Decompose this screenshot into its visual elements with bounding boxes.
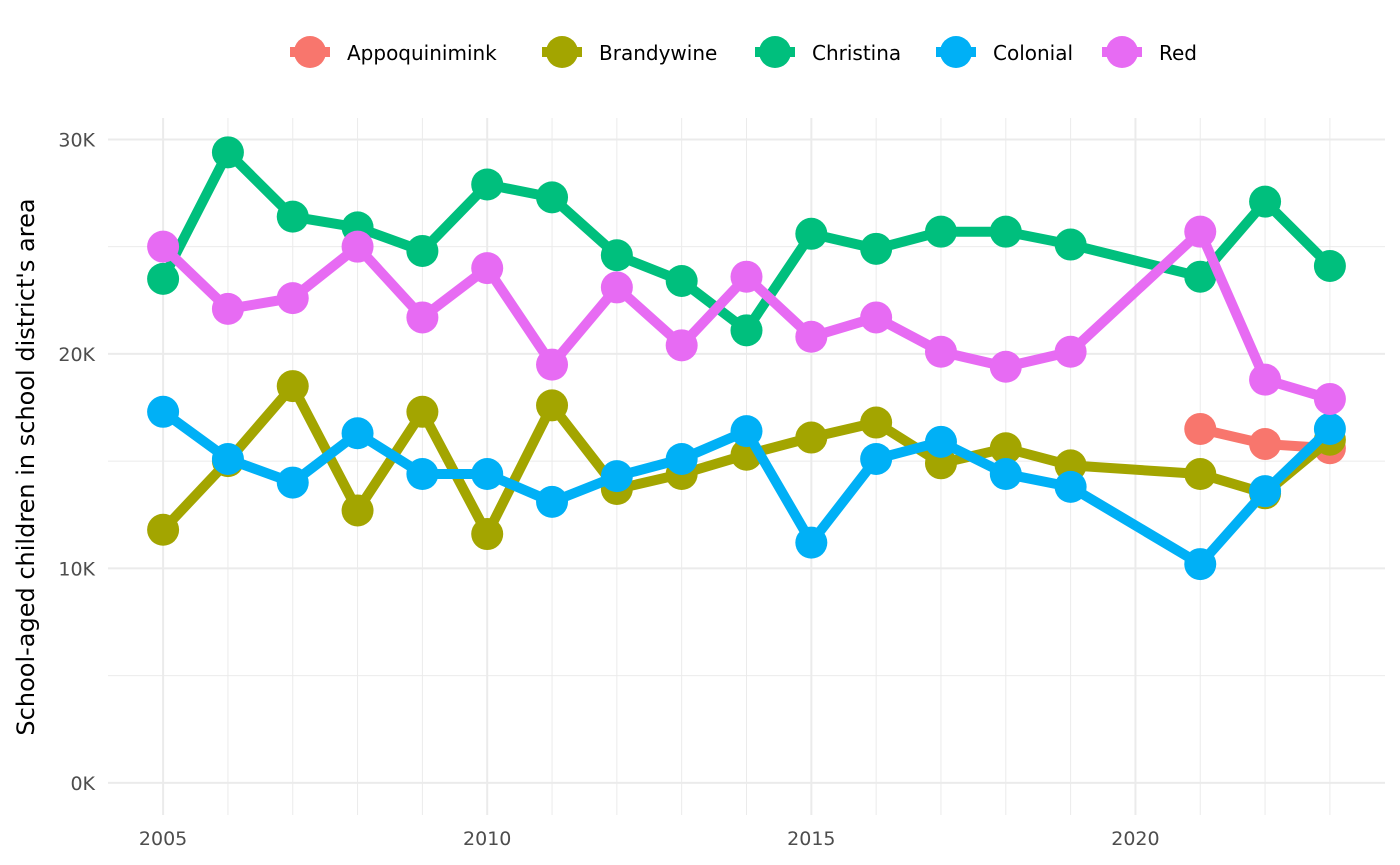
- data-point: [1184, 548, 1217, 581]
- data-point: [211, 136, 244, 169]
- x-tick-label: 2020: [1111, 828, 1159, 850]
- y-tick-label: 10K: [58, 558, 95, 580]
- data-point: [600, 460, 633, 493]
- series-layer: [147, 136, 1346, 581]
- data-point: [665, 442, 698, 475]
- data-point: [989, 432, 1022, 465]
- data-point: [1313, 382, 1346, 415]
- y-axis-tick-labels: 0K 10K 20K 30K: [58, 129, 95, 794]
- data-point: [730, 260, 763, 293]
- data-point: [989, 215, 1022, 248]
- data-point: [471, 252, 504, 285]
- y-axis-title: School-aged children in school district'…: [12, 198, 40, 735]
- data-point: [471, 518, 504, 551]
- data-point: [600, 271, 633, 304]
- data-point: [536, 181, 569, 214]
- legend-label: Appoquinimink: [347, 41, 497, 65]
- data-point: [1054, 228, 1087, 261]
- data-point: [1249, 475, 1282, 508]
- data-point: [406, 234, 439, 267]
- data-point: [1249, 427, 1282, 460]
- data-point: [147, 395, 180, 428]
- data-point: [1249, 185, 1282, 218]
- data-point: [730, 314, 763, 347]
- data-point: [989, 458, 1022, 491]
- series-red: [147, 215, 1346, 415]
- x-tick-label: 2005: [139, 828, 187, 850]
- data-point: [147, 230, 180, 263]
- legend: Appoquinimink Brandywine Christina Colonial…: [290, 36, 1197, 68]
- legend-label: Christina: [812, 41, 901, 65]
- data-point: [1313, 249, 1346, 282]
- data-point: [406, 458, 439, 491]
- data-point: [1313, 412, 1346, 445]
- data-point: [1184, 260, 1217, 293]
- data-point: [860, 232, 893, 265]
- data-point: [600, 239, 633, 272]
- data-point: [795, 421, 828, 454]
- data-point: [406, 395, 439, 428]
- legend-item-colonial: Colonial: [936, 36, 1073, 68]
- data-point: [147, 262, 180, 295]
- legend-key-point: [940, 36, 972, 68]
- data-point: [1249, 363, 1282, 396]
- data-point: [860, 301, 893, 334]
- y-tick-label: 30K: [58, 129, 95, 151]
- data-point: [276, 200, 309, 233]
- data-point: [665, 264, 698, 297]
- data-point: [276, 282, 309, 315]
- legend-key-point: [759, 36, 791, 68]
- data-point: [341, 494, 374, 527]
- data-point: [341, 230, 374, 263]
- legend-label: Red: [1159, 41, 1197, 65]
- data-point: [860, 406, 893, 439]
- data-point: [341, 417, 374, 450]
- data-point: [795, 526, 828, 559]
- data-point: [924, 215, 957, 248]
- data-point: [730, 415, 763, 448]
- data-point: [147, 513, 180, 546]
- data-point: [536, 485, 569, 518]
- series-line-brandywine: [159, 381, 1334, 540]
- series-colonial: [147, 395, 1346, 581]
- data-point: [989, 350, 1022, 383]
- legend-label: Brandywine: [599, 41, 717, 65]
- legend-key-point: [294, 36, 326, 68]
- data-point: [1184, 458, 1217, 491]
- data-point: [1184, 412, 1217, 445]
- data-point: [665, 329, 698, 362]
- x-tick-label: 2015: [787, 828, 835, 850]
- data-point: [471, 168, 504, 201]
- data-point: [1184, 215, 1217, 248]
- legend-item-brandywine: Brandywine: [542, 36, 717, 68]
- legend-label: Colonial: [993, 41, 1073, 65]
- data-point: [924, 425, 957, 458]
- data-point: [536, 348, 569, 381]
- data-point: [406, 301, 439, 334]
- legend-item-red: Red: [1102, 36, 1197, 68]
- data-point: [924, 335, 957, 368]
- data-point: [795, 320, 828, 353]
- legend-key-point: [1106, 36, 1138, 68]
- x-tick-label: 2010: [463, 828, 511, 850]
- data-point: [211, 292, 244, 325]
- data-point: [536, 389, 569, 422]
- data-point: [276, 370, 309, 403]
- data-point: [471, 458, 504, 491]
- data-point: [795, 217, 828, 250]
- y-tick-label: 20K: [58, 344, 95, 366]
- data-point: [1054, 335, 1087, 368]
- legend-key-point: [546, 36, 578, 68]
- legend-item-christina: Christina: [755, 36, 901, 68]
- data-point: [211, 442, 244, 475]
- data-point: [1054, 470, 1087, 503]
- y-tick-label: 0K: [70, 773, 95, 795]
- x-axis-tick-labels: 2005 2010 2015 2020: [139, 828, 1160, 850]
- data-point: [860, 442, 893, 475]
- legend-item-appoquinimink: Appoquinimink: [290, 36, 497, 68]
- data-point: [276, 466, 309, 499]
